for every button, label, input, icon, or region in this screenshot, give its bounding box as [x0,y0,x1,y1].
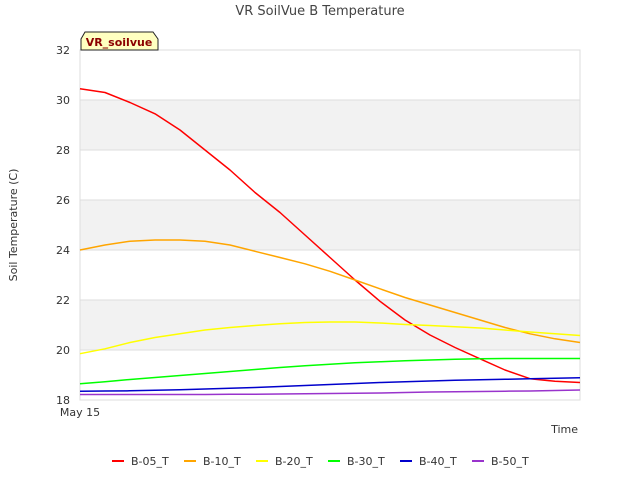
legend-label-b-40-t: B-40_T [419,455,457,468]
x-tick-label: May 15 [60,406,100,419]
grid-bands [80,100,580,350]
legend-label-b-30-t: B-30_T [347,455,385,468]
y-tick-label: 24 [56,244,70,257]
series-line-b-05-t [79,88,581,384]
site-badge: VR_soilvue [80,31,159,51]
y-axis-ticks: 18 20 22 24 26 28 30 32 [56,44,70,407]
y-tick-label: 26 [56,194,70,207]
chart-title: VR SoilVue B Temperature [235,4,404,19]
legend-label-b-10-t: B-10_T [203,455,241,468]
grid-band [80,100,580,150]
legend-label-b-05-t: B-05_T [131,455,169,468]
series-line-b-30-t [79,357,580,385]
y-tick-label: 30 [56,94,70,107]
badge-label: VR_soilvue [86,36,153,49]
plot-frame [79,49,581,401]
series-lines [79,88,581,396]
legend-label-b-20-t: B-20_T [275,455,313,468]
series-line-b-10-t [79,239,581,344]
series-line-b-40-t [79,377,581,392]
legend-label-b-50-t: B-50_T [491,455,529,468]
series-line-b-20-t [79,321,581,355]
y-tick-label: 20 [56,344,70,357]
series-line-b-50-t [80,389,581,396]
grid-band [80,200,580,250]
grid-lines [80,49,580,401]
y-tick-label: 22 [56,294,70,307]
grid-band [80,300,580,350]
y-tick-label: 18 [56,394,70,407]
legend: B-05_T B-10_T B-20_T B-30_T B-40_T B-50_T [112,455,529,468]
y-axis-label: Soil Temperature (C) [7,169,20,282]
badge-box [80,31,159,51]
y-tick-label: 28 [56,144,70,157]
x-axis-label: Time [550,423,578,436]
y-tick-label: 32 [56,44,70,57]
